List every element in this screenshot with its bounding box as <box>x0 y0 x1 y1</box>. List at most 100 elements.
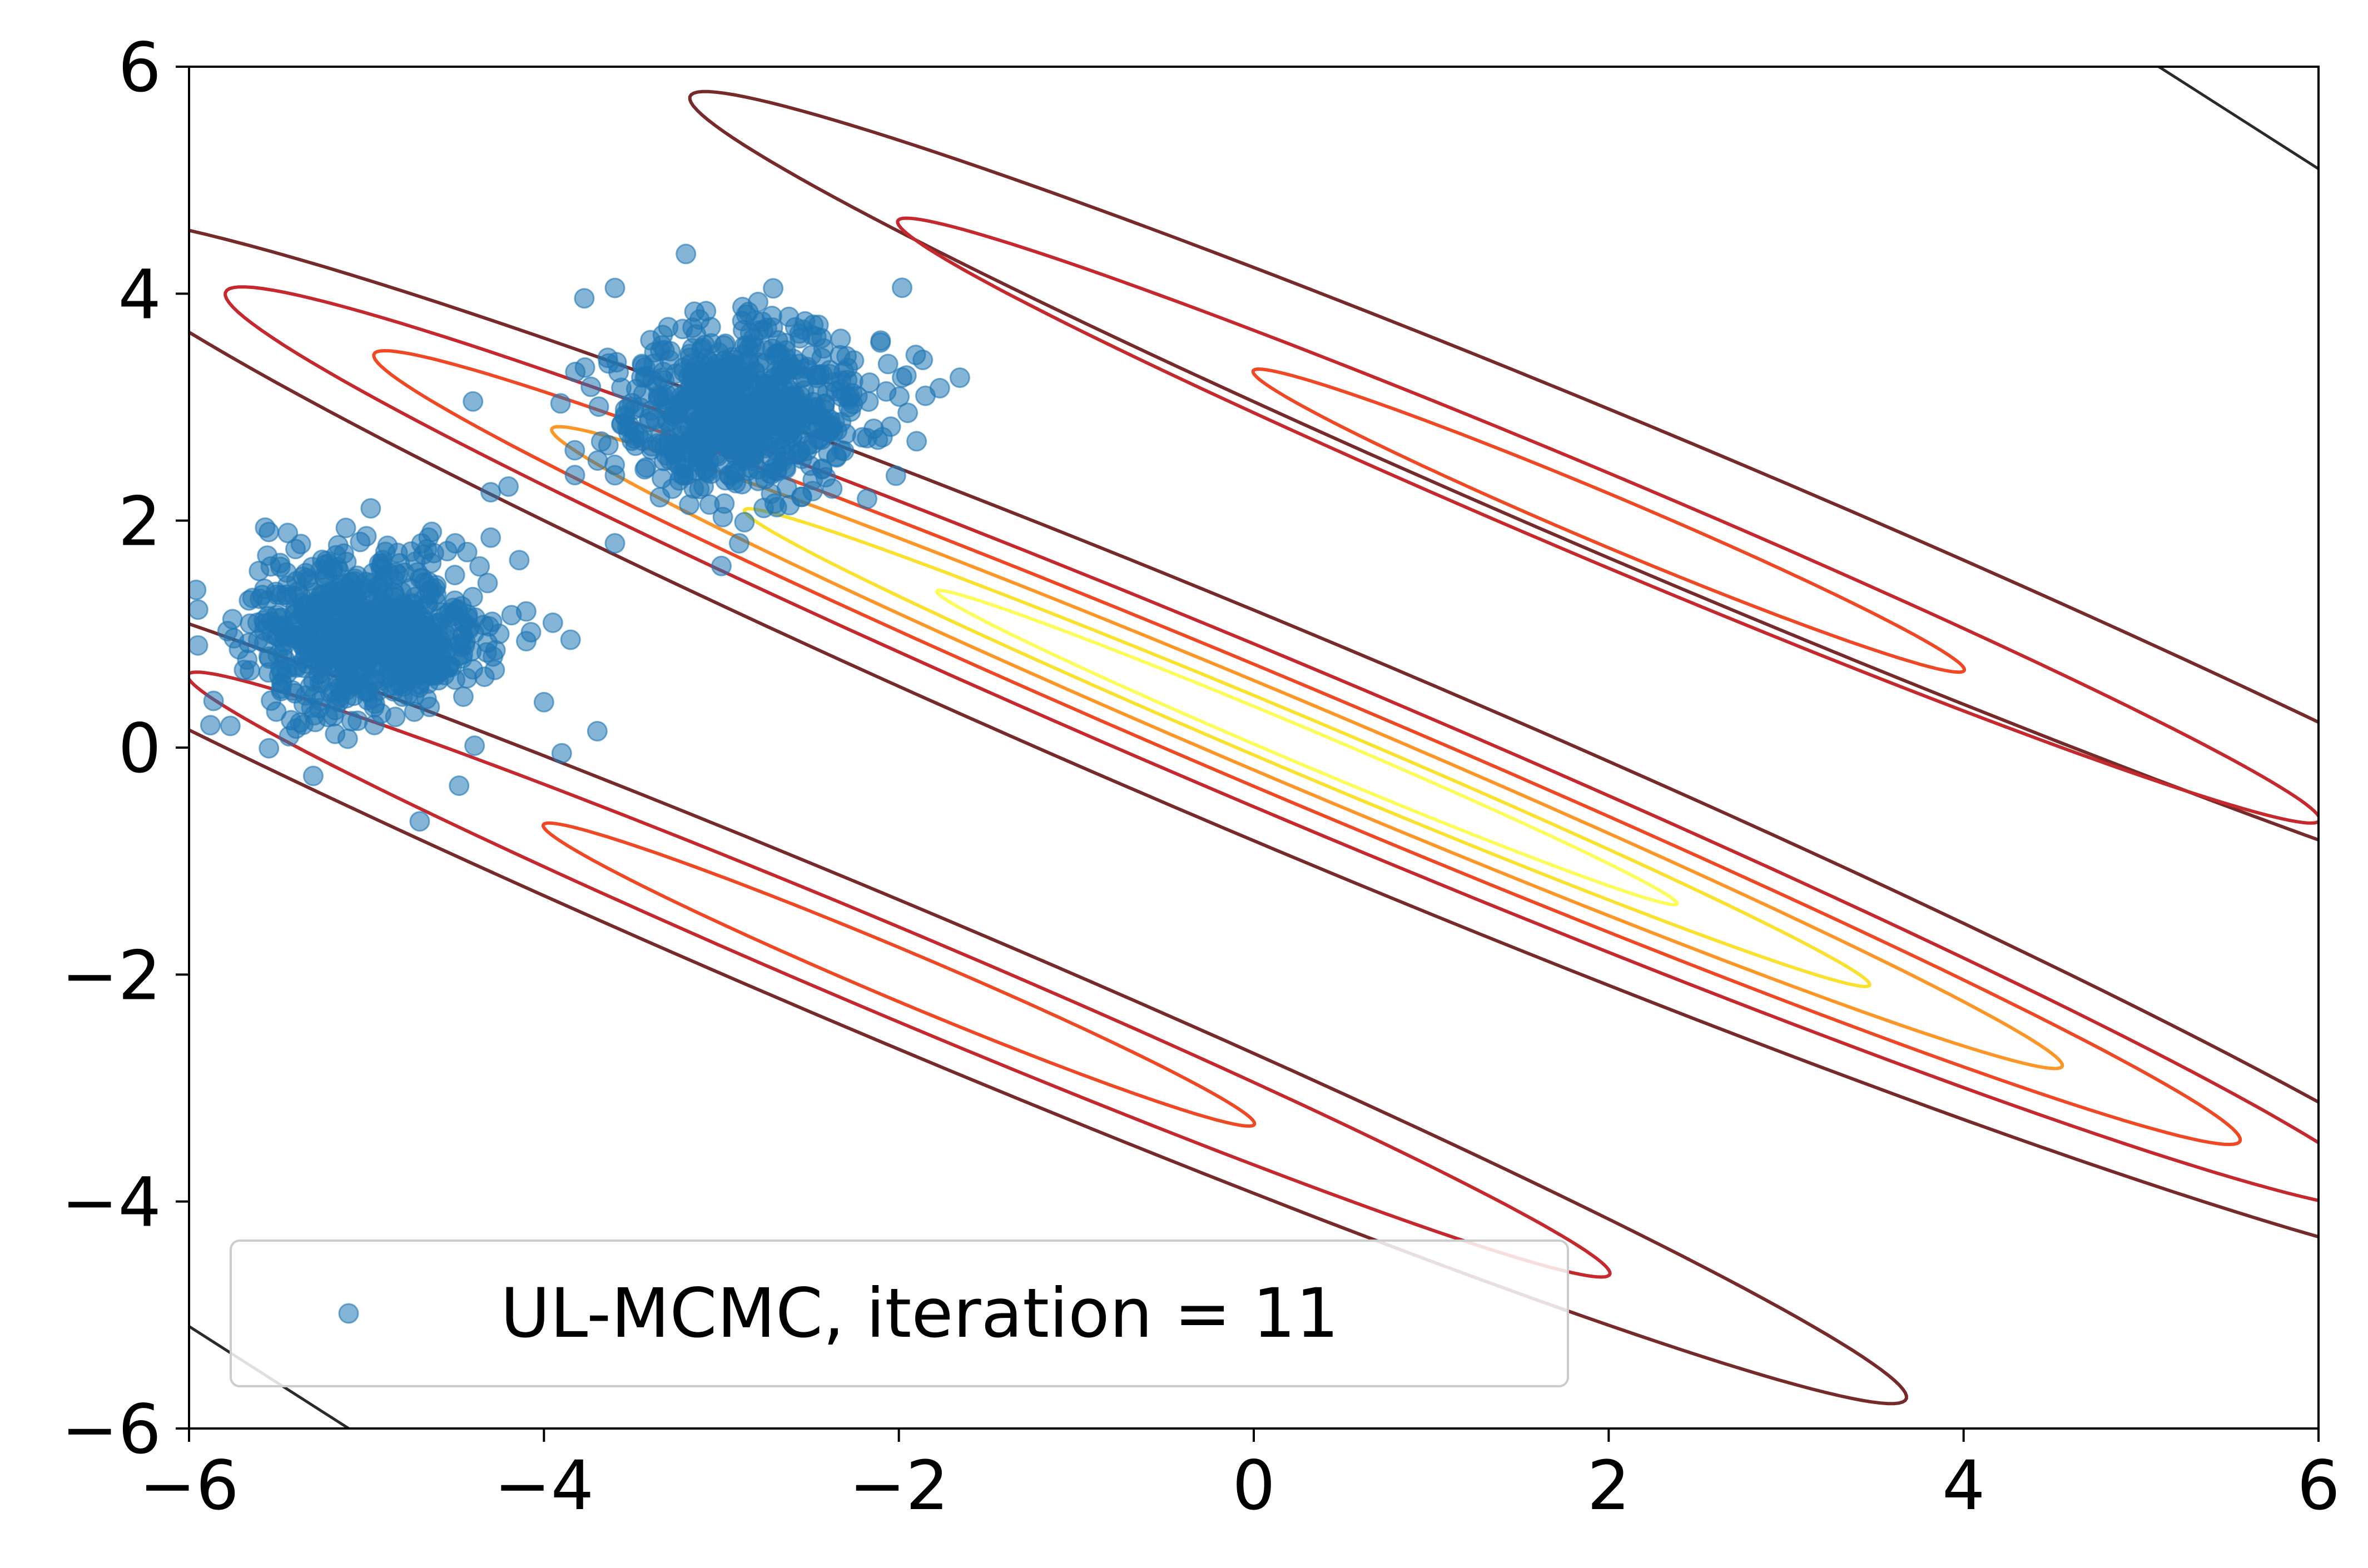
scatter-point <box>238 633 259 654</box>
scatter-point <box>374 567 395 588</box>
scatter-point <box>711 555 732 576</box>
contour-line <box>1251 367 1967 674</box>
scatter-point <box>385 706 406 728</box>
contour-line <box>189 622 1908 1406</box>
scatter-point <box>885 465 906 486</box>
scatter-point <box>767 453 788 474</box>
contour-line <box>189 670 1612 1279</box>
scatter-point <box>234 659 255 680</box>
scatter-point <box>588 396 609 417</box>
scatter-point <box>480 482 502 503</box>
scatter-point <box>276 562 297 583</box>
scatter-point <box>791 423 812 444</box>
legend-marker <box>338 1303 359 1324</box>
y-tick-label: 4 <box>118 255 161 334</box>
scatter-point <box>203 690 224 711</box>
scatter-point <box>292 628 313 649</box>
scatter-point <box>311 673 332 694</box>
scatter-point <box>755 352 776 374</box>
scatter-point <box>728 533 749 554</box>
scatter-point <box>892 277 912 298</box>
scatter-point <box>377 535 398 556</box>
scatter-point <box>857 489 877 509</box>
scatter-point <box>604 465 625 486</box>
scatter-point <box>200 715 221 736</box>
y-tick-label: 2 <box>118 482 161 561</box>
scatter-point <box>189 579 207 600</box>
scatter-point <box>311 623 332 644</box>
scatter-point <box>651 367 672 389</box>
scatter-point <box>587 721 608 741</box>
scatter-point <box>912 350 934 370</box>
x-tick-label: 6 <box>2297 1446 2340 1525</box>
scatter-point <box>360 498 381 519</box>
x-tick-label: −6 <box>139 1446 239 1525</box>
scatter-point <box>839 389 860 410</box>
scatter-point <box>258 662 279 683</box>
scatter-point <box>872 427 893 448</box>
scatter-point <box>340 618 361 639</box>
legend-box <box>230 1240 1569 1387</box>
scatter-point <box>763 278 784 299</box>
scatter-point <box>520 621 542 643</box>
scatter-point <box>737 351 758 372</box>
scatter-point <box>906 431 927 452</box>
scatter-point <box>305 711 326 733</box>
scatter-point <box>417 594 438 615</box>
scatter-point <box>452 625 473 646</box>
scatter-point <box>877 354 898 375</box>
scatter-point <box>456 668 478 689</box>
scatter-point <box>474 666 495 688</box>
scatter-point <box>335 517 356 539</box>
scatter-point <box>189 599 208 620</box>
scatter-point <box>734 512 755 532</box>
scatter-point <box>271 607 292 628</box>
x-tick-label: 2 <box>1587 1446 1631 1525</box>
scatter-point <box>409 674 430 695</box>
scatter-point <box>915 385 936 406</box>
scatter-point <box>634 459 656 480</box>
scatter-point <box>480 527 502 548</box>
scatter-point <box>791 449 812 470</box>
scatter-point <box>694 446 715 467</box>
contour-layer <box>189 67 2319 1428</box>
scatter-point <box>498 476 519 497</box>
scatter-point <box>330 580 351 601</box>
scatter-point <box>379 604 399 625</box>
scatter-point <box>515 601 537 622</box>
contour-line <box>935 589 1679 907</box>
scatter-point <box>424 649 445 670</box>
scatter-point <box>331 666 352 688</box>
scatter-point <box>762 376 783 397</box>
contour-line <box>541 821 1257 1128</box>
scatter-point <box>465 607 486 628</box>
y-tick-label: −2 <box>61 936 161 1015</box>
scatter-point <box>302 765 324 787</box>
scatter-point <box>550 393 571 414</box>
scatter-point <box>445 533 466 554</box>
scatter-point <box>808 315 829 335</box>
scatter-point <box>404 701 425 722</box>
scatter-point <box>831 440 852 461</box>
legend: UL-MCMC, iteration = 11 <box>230 1240 1569 1387</box>
scatter-point <box>257 590 278 611</box>
scatter-point <box>440 606 461 628</box>
contour-edge-line <box>2158 67 2319 170</box>
scatter-point <box>365 669 386 690</box>
scatter-point <box>407 562 428 583</box>
contour-line <box>224 285 2319 1202</box>
scatter-point <box>463 391 484 412</box>
scatter-point <box>673 464 694 485</box>
scatter-point <box>630 397 651 418</box>
scatter-point <box>314 568 335 589</box>
scatter-point <box>795 366 816 387</box>
y-tick-label: −6 <box>61 1390 161 1469</box>
scatter-point <box>564 465 585 486</box>
scatter-point <box>789 323 810 344</box>
scatter-point <box>729 415 751 436</box>
scatter-point <box>590 431 612 452</box>
scatter-point <box>464 735 485 756</box>
scatter-point <box>693 476 714 497</box>
scatter-point <box>189 635 208 656</box>
